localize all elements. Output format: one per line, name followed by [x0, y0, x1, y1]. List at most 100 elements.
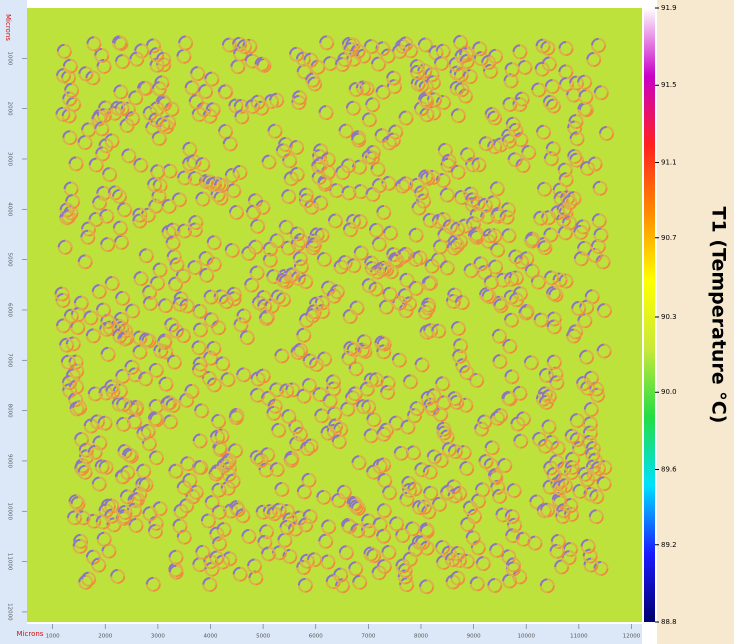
pattern-ring — [91, 557, 107, 573]
ring-shadow — [533, 312, 542, 321]
ring-shadow — [343, 340, 352, 349]
ring-shadow — [305, 308, 313, 316]
pattern-ring — [577, 74, 593, 90]
pattern-ring — [518, 305, 534, 321]
ring-shadow — [232, 566, 241, 575]
pattern-ring — [124, 359, 140, 375]
pattern-ring — [490, 410, 506, 426]
ring-shadow — [157, 333, 166, 342]
ring-shadow — [417, 37, 426, 46]
ring-shadow — [465, 192, 473, 201]
pattern-ring — [409, 59, 425, 75]
ring-shadow — [123, 448, 132, 457]
pattern-ring — [426, 388, 442, 404]
ring-highlight — [470, 76, 478, 84]
ring-shadow — [117, 444, 126, 452]
ring-shadow — [562, 194, 571, 203]
ring-highlight — [408, 483, 417, 491]
ring-highlight — [384, 566, 392, 574]
ring-shadow — [198, 84, 206, 92]
ring-highlight — [131, 456, 139, 464]
pattern-ring — [289, 166, 305, 182]
ring-highlight — [383, 536, 392, 544]
ring-shadow — [593, 85, 602, 93]
ring-shadow — [572, 441, 580, 449]
ring-highlight — [514, 490, 522, 498]
ring-highlight — [600, 234, 609, 243]
pattern-ring — [204, 71, 220, 87]
pattern-ring — [401, 475, 417, 491]
ring-highlight — [199, 370, 207, 378]
pattern-ring — [562, 215, 578, 231]
ring-shadow — [313, 143, 321, 152]
ring-shadow — [102, 167, 110, 175]
ring-highlight — [211, 569, 220, 577]
pattern-ring — [300, 441, 316, 457]
ring-shadow — [550, 534, 559, 542]
pattern-ring — [567, 148, 583, 164]
ring-shadow — [501, 228, 510, 236]
pattern-ring — [55, 292, 71, 308]
ring-shadow — [506, 557, 514, 566]
ring-shadow — [55, 292, 64, 301]
ring-highlight — [123, 404, 131, 413]
ring-shadow — [74, 460, 82, 469]
pattern-ring — [504, 369, 520, 385]
ring-shadow — [423, 397, 431, 406]
ring-shadow — [195, 191, 204, 200]
pattern-ring — [62, 130, 78, 146]
pattern-ring — [489, 542, 505, 558]
ring-shadow — [209, 526, 218, 535]
ring-shadow — [377, 473, 386, 481]
ring-highlight — [232, 250, 240, 258]
pattern-ring — [475, 556, 491, 572]
pattern-ring — [305, 308, 321, 324]
ring-shadow — [395, 558, 404, 567]
ring-shadow — [541, 419, 550, 428]
ring-highlight — [432, 177, 441, 185]
pattern-ring — [457, 218, 473, 234]
y-tick-label: 10000 — [7, 503, 13, 521]
ring-highlight — [230, 143, 238, 152]
ring-shadow — [173, 291, 182, 299]
ring-highlight — [324, 358, 332, 367]
pattern-ring — [195, 157, 211, 173]
pattern-ring — [216, 522, 232, 538]
pattern-ring — [501, 133, 517, 149]
ring-highlight — [121, 319, 129, 327]
ring-highlight — [213, 109, 221, 118]
ring-shadow — [471, 157, 480, 166]
ring-highlight — [387, 392, 395, 400]
ring-highlight — [462, 56, 470, 64]
ring-highlight — [379, 185, 387, 193]
ring-shadow — [281, 409, 290, 417]
ring-shadow — [165, 397, 174, 406]
ring-shadow — [585, 440, 594, 449]
ring-highlight — [431, 74, 440, 83]
pattern-ring — [203, 289, 219, 305]
ring-highlight — [358, 51, 366, 59]
pattern-ring — [298, 274, 314, 290]
pattern-ring — [546, 467, 562, 483]
ring-highlight — [438, 331, 447, 339]
pattern-ring — [531, 82, 547, 98]
pattern-ring — [244, 277, 260, 293]
ring-highlight — [335, 220, 343, 229]
ring-highlight — [399, 51, 407, 59]
ring-highlight — [573, 198, 582, 206]
ring-highlight — [555, 374, 564, 382]
ring-shadow — [256, 290, 265, 298]
ring-shadow — [459, 54, 468, 62]
ring-highlight — [105, 145, 114, 154]
ring-shadow — [584, 289, 593, 297]
pattern-ring — [420, 171, 436, 187]
pattern-ring — [441, 153, 457, 169]
ring-shadow — [587, 247, 596, 256]
ring-shadow — [232, 165, 241, 173]
ring-shadow — [567, 148, 575, 157]
pattern-ring — [586, 52, 602, 68]
pattern-ring — [504, 312, 520, 328]
ring-highlight — [388, 552, 397, 560]
ring-highlight — [279, 510, 287, 518]
